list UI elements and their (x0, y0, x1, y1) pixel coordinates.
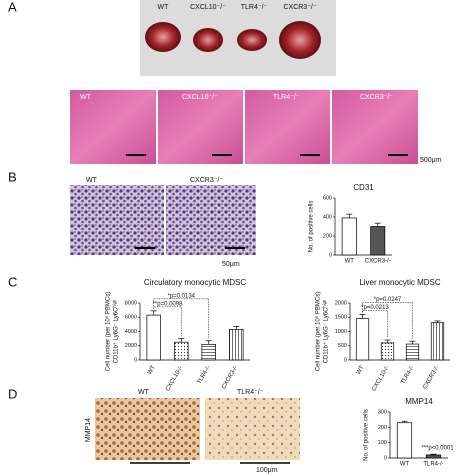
organ (279, 21, 321, 59)
y-axis-label: No. of positive cells (364, 409, 370, 461)
y-tick-label: 500 (338, 343, 347, 349)
ihc-image (95, 398, 200, 460)
y-tick-label: 200 (378, 425, 387, 431)
significance-label: **p=0.0098 (153, 301, 184, 307)
y-tick-label: 0 (329, 252, 332, 258)
ihc-label: TLR4⁻/⁻ (237, 389, 264, 396)
x-tick-label: CXCR3-/- (365, 259, 391, 265)
scale-label: 100μm (256, 467, 278, 474)
y-tick-label: 0 (384, 455, 387, 461)
histology-label: WT (80, 94, 92, 101)
ihc-label: CXCR3⁻/⁻ (190, 177, 223, 184)
y-tick-label: 200 (323, 233, 332, 239)
histology-label: TLR4⁻/⁻ (273, 94, 300, 101)
y-axis-label: Cell number (per 10⁵ PBMCs) (105, 292, 112, 372)
y-tick-label: 2000 (335, 300, 347, 306)
bar (229, 329, 244, 361)
significance-label: ***p<0.0001 (421, 446, 454, 452)
chart-title: CD31 (353, 183, 374, 192)
histology-image (70, 90, 156, 164)
organ (237, 29, 267, 51)
y-tick-label: 4000 (125, 329, 137, 335)
x-tick-label: WT (147, 364, 157, 375)
histology-label: CXCR3⁻/⁻ (360, 94, 393, 101)
organ (145, 22, 181, 52)
panel-label: B (8, 169, 17, 184)
ihc-image (70, 185, 164, 255)
photo-label: CXCR3⁻/⁻ (283, 4, 316, 11)
histology-image (158, 90, 243, 164)
bar (396, 422, 413, 459)
x-tick-label: CXCL10-/- (371, 365, 390, 393)
x-tick-label: WT (345, 259, 355, 265)
y-tick-label: 0 (344, 357, 347, 363)
y-axis-label: Cell number (per 10⁵ PBMCs) (315, 292, 322, 372)
x-tick-label: TLR4-/- (423, 462, 443, 468)
significance-label: *p=0.0134 (167, 293, 195, 299)
ihc-image (205, 398, 300, 460)
significance-bracket (362, 302, 413, 340)
y-tick-label: 8000 (125, 300, 137, 306)
y-axis-label: CD11b⁺ Ly6G⁻ Ly6Cʰⁱᵍʰ (322, 300, 330, 364)
panel-label: C (8, 274, 17, 289)
bar (405, 343, 420, 361)
ihc-label: WT (86, 177, 98, 184)
photo-label: CXCL10⁻/⁻ (190, 4, 226, 11)
histology-image (332, 90, 418, 164)
bar (430, 322, 445, 361)
y-tick-label: 400 (323, 214, 332, 220)
scale-label: 50μm (222, 261, 240, 268)
x-tick-label: TLR4-/- (400, 365, 415, 386)
x-tick-label: CXCR3-/- (422, 365, 440, 391)
x-tick-label: CXCR3-/- (221, 365, 239, 391)
chart-title: MMP14 (405, 397, 433, 406)
significance-bracket (153, 298, 209, 339)
bar (174, 341, 189, 361)
significance-label: *p=0.0213 (361, 305, 389, 311)
panel-label: D (8, 386, 17, 401)
bar (425, 454, 442, 459)
organ (193, 28, 223, 52)
significance-label: *p=0.0247 (374, 297, 402, 303)
x-tick-label: WT (400, 462, 410, 468)
scale-label: 500μm (420, 157, 442, 164)
bar (370, 226, 386, 256)
y-tick-label: 0 (134, 357, 137, 363)
y-tick-label: 600 (323, 195, 332, 201)
ihc-image (166, 185, 256, 255)
y-tick-label: 6000 (125, 315, 137, 321)
histology-label: CXCL10⁻/⁻ (182, 94, 218, 101)
photo-label: WT (158, 4, 170, 11)
histology-image (245, 90, 330, 164)
y-tick-label: 300 (378, 409, 387, 415)
y-tick-label: 1000 (335, 329, 347, 335)
bar (355, 318, 370, 361)
bar (380, 342, 395, 361)
chart-title: Liver monocytic MDSC (359, 278, 441, 287)
bar (201, 343, 216, 361)
chart-title: Circulatory monocytic MDSC (144, 278, 246, 287)
x-tick-label: CXCL10-/- (165, 365, 184, 393)
photo-label: TLR4⁻/⁻ (241, 4, 268, 11)
y-axis-label: CD11b⁺ Ly6G⁻ Ly6Cʰⁱᵍʰ (112, 300, 120, 364)
y-tick-label: 2000 (125, 343, 137, 349)
bar (146, 314, 161, 361)
y-tick-label: 100 (378, 440, 387, 446)
x-tick-label: WT (356, 364, 366, 375)
panel-label: A (8, 0, 17, 14)
stain-label: MMP14 (85, 418, 92, 442)
ihc-label: WT (138, 389, 150, 396)
y-tick-label: 1500 (335, 315, 347, 321)
y-axis-label: No. of positive cells (309, 201, 315, 253)
x-tick-label: TLR4-/- (196, 365, 211, 386)
bar (341, 217, 357, 256)
